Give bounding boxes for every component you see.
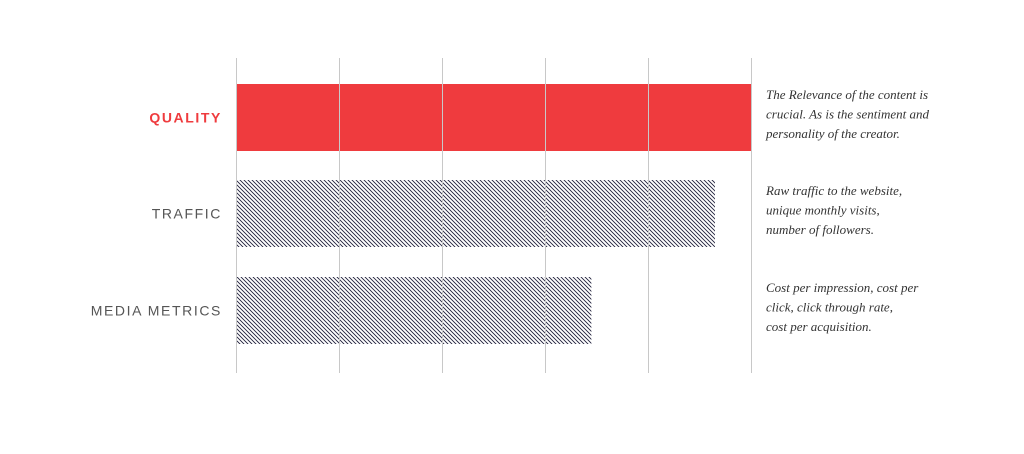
category-labels: QUALITY TRAFFIC MEDIA METRICS [91,110,222,319]
bar-traffic [236,180,715,247]
descriptions: The Relevance of the content is crucial. … [765,87,929,334]
description-line: cost per acquisition. [766,319,872,334]
description-line: Cost per impression, cost per [766,280,919,295]
description-line: personality of the creator. [765,126,900,141]
bars-layer [236,84,751,344]
grid-layer [236,58,752,373]
description-block: Cost per impression, cost per click, clic… [766,280,919,334]
description-block: Raw traffic to the website, unique monthl… [765,183,902,237]
bar-quality [236,84,751,151]
description-line: click, click through rate, [766,300,893,315]
description-block: The Relevance of the content is crucial. … [765,87,929,141]
category-label: MEDIA METRICS [91,303,222,319]
bar-media-metrics [236,277,592,344]
category-label: TRAFFIC [152,206,222,222]
category-label: QUALITY [149,110,222,126]
description-line: crucial. As is the sentiment and [766,107,929,122]
description-line: number of followers. [766,222,874,237]
description-line: The Relevance of the content is [766,87,928,102]
description-line: Raw traffic to the website, [765,183,902,198]
description-line: unique monthly visits, [766,203,880,218]
